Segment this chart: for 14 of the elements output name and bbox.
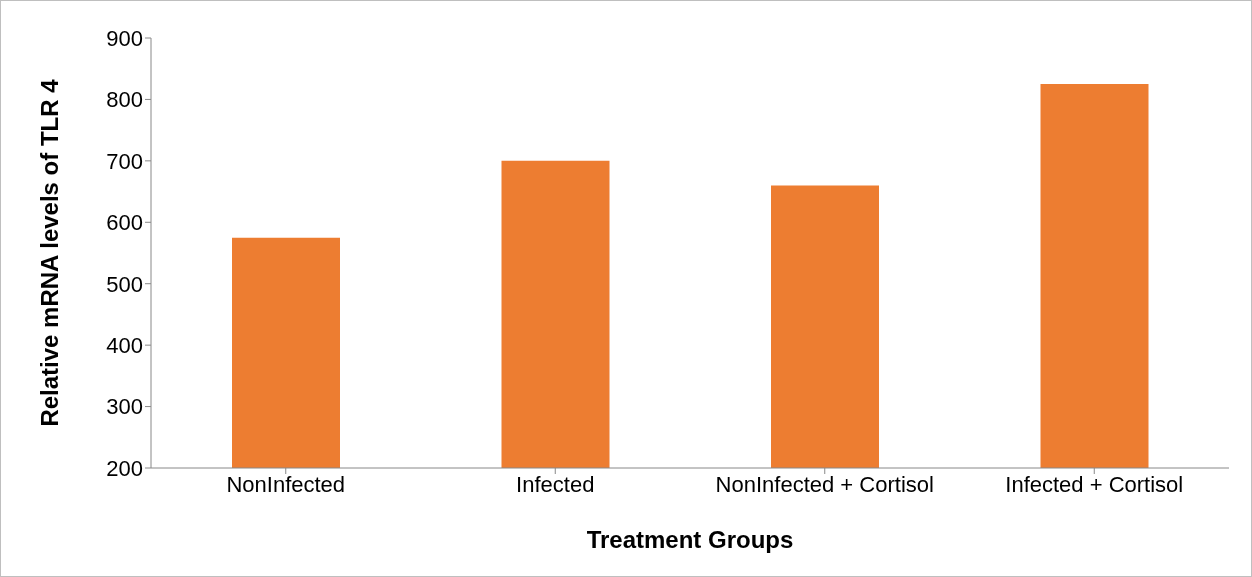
y-tick-label: 800: [106, 87, 143, 113]
y-tick-label: 200: [106, 455, 143, 481]
y-axis-title: Relative mRNA levels of TLR 4: [35, 78, 63, 427]
y-tick-label: 900: [106, 25, 143, 51]
y-tick-label: 400: [106, 332, 143, 358]
x-tick-label: NonInfected: [226, 471, 346, 497]
y-tick-label: 300: [106, 394, 143, 420]
x-tick-label: Infected + Cortisol: [1005, 471, 1184, 497]
x-tick-label: Infected: [516, 471, 595, 497]
y-tick-label: 600: [106, 210, 143, 236]
x-axis-title: Treatment Groups: [586, 526, 794, 553]
x-tick-label: NonInfected + Cortisol: [715, 471, 934, 497]
y-tick-label: 700: [106, 148, 143, 174]
y-tick-label: 500: [106, 271, 143, 297]
